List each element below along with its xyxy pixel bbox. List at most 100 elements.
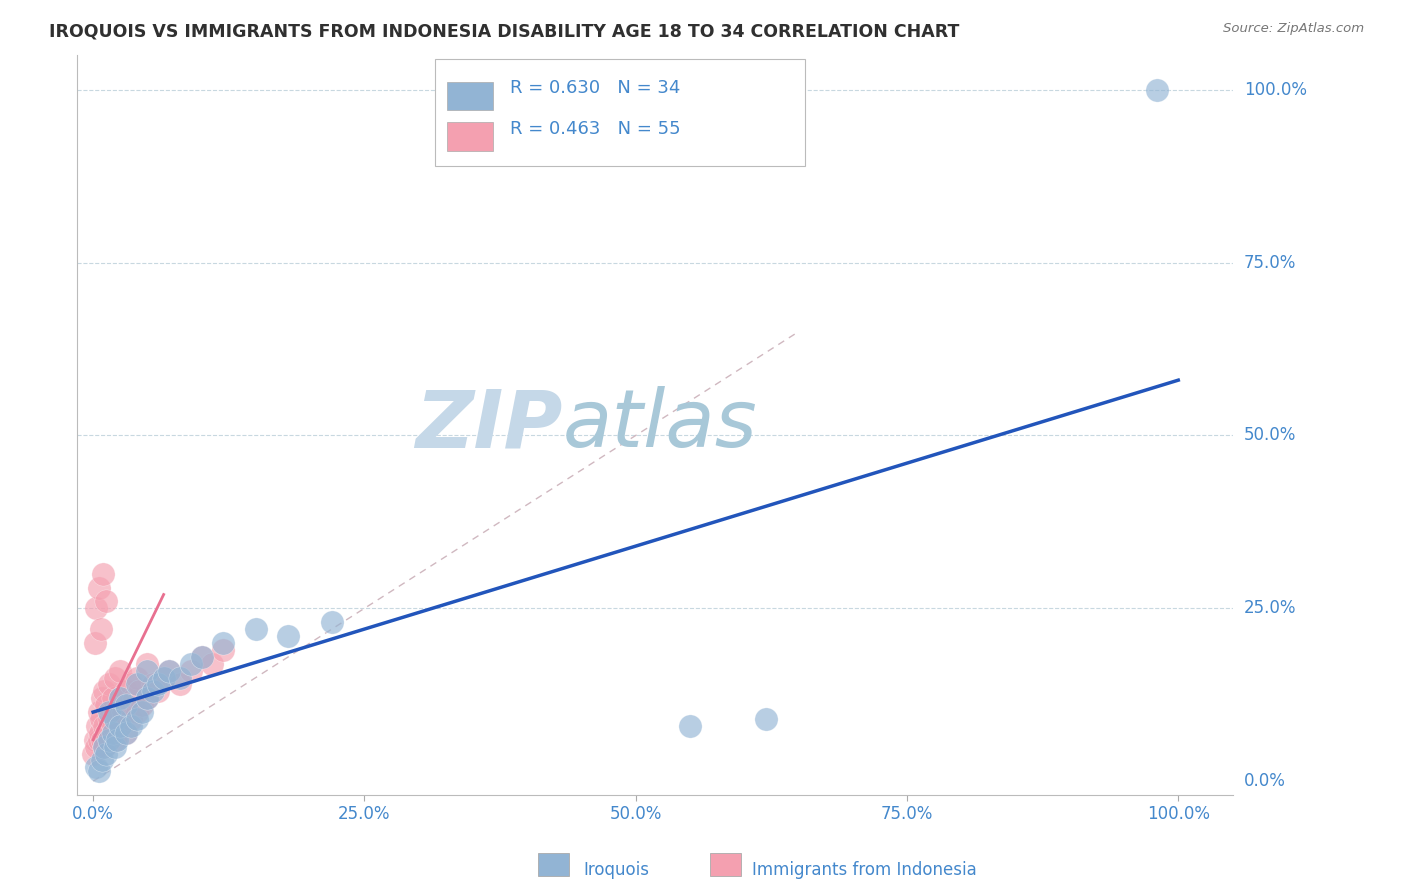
Point xyxy=(321,615,343,630)
Point xyxy=(93,719,115,733)
Point xyxy=(90,691,112,706)
Point xyxy=(87,764,110,778)
Point xyxy=(105,712,128,726)
Text: 100.0%: 100.0% xyxy=(1244,80,1306,99)
Point xyxy=(94,594,117,608)
Point xyxy=(114,684,136,698)
Point xyxy=(82,747,104,761)
Point xyxy=(120,712,142,726)
Point xyxy=(201,657,224,671)
Point xyxy=(114,698,136,713)
Point xyxy=(104,712,127,726)
Point xyxy=(142,677,165,691)
Point xyxy=(94,698,117,713)
Point xyxy=(157,664,180,678)
Point xyxy=(128,684,150,698)
Text: ZIP: ZIP xyxy=(415,386,562,464)
Point xyxy=(180,664,202,678)
Point xyxy=(93,684,115,698)
Point xyxy=(86,601,108,615)
Point xyxy=(90,754,112,768)
Point xyxy=(277,629,299,643)
Text: Source: ZipAtlas.com: Source: ZipAtlas.com xyxy=(1223,22,1364,36)
Point xyxy=(90,712,112,726)
Point xyxy=(87,732,110,747)
Text: atlas: atlas xyxy=(562,386,756,464)
Point xyxy=(148,677,170,691)
Text: R = 0.630   N = 34: R = 0.630 N = 34 xyxy=(510,79,681,97)
Point xyxy=(169,671,191,685)
Text: IROQUOIS VS IMMIGRANTS FROM INDONESIA DISABILITY AGE 18 TO 34 CORRELATION CHART: IROQUOIS VS IMMIGRANTS FROM INDONESIA DI… xyxy=(49,22,959,40)
Point xyxy=(120,719,142,733)
FancyBboxPatch shape xyxy=(447,82,494,110)
Text: R = 0.463   N = 55: R = 0.463 N = 55 xyxy=(510,120,681,138)
Point xyxy=(98,712,121,726)
FancyBboxPatch shape xyxy=(710,853,741,876)
Point xyxy=(93,739,115,754)
Point xyxy=(180,657,202,671)
Point xyxy=(101,726,124,740)
Point xyxy=(245,622,267,636)
Point xyxy=(110,691,132,706)
Point xyxy=(98,732,121,747)
Point xyxy=(190,649,212,664)
Point xyxy=(125,712,148,726)
Text: 25.0%: 25.0% xyxy=(1244,599,1296,617)
Point xyxy=(90,732,112,747)
Point xyxy=(212,643,235,657)
Point xyxy=(94,747,117,761)
Point xyxy=(93,739,115,754)
Point xyxy=(190,649,212,664)
Point xyxy=(136,691,159,706)
Point xyxy=(152,671,174,685)
Text: 50.0%: 50.0% xyxy=(1244,426,1296,444)
FancyBboxPatch shape xyxy=(447,122,494,151)
Point xyxy=(101,719,124,733)
Point xyxy=(98,732,121,747)
Point xyxy=(104,705,127,719)
Point xyxy=(136,664,159,678)
Point xyxy=(86,719,108,733)
FancyBboxPatch shape xyxy=(538,853,569,876)
Point xyxy=(110,719,132,733)
Point xyxy=(110,691,132,706)
Point xyxy=(89,726,111,740)
Point xyxy=(169,677,191,691)
Point xyxy=(152,671,174,685)
Point xyxy=(117,698,139,713)
Point xyxy=(91,566,114,581)
Point xyxy=(120,677,142,691)
Point xyxy=(679,719,702,733)
Point xyxy=(101,691,124,706)
Point xyxy=(112,705,135,719)
Point xyxy=(90,622,112,636)
Point xyxy=(84,636,107,650)
FancyBboxPatch shape xyxy=(434,59,804,166)
Point xyxy=(114,726,136,740)
Point xyxy=(125,677,148,691)
Point xyxy=(86,739,108,754)
Text: 75.0%: 75.0% xyxy=(1244,253,1296,271)
Point xyxy=(105,732,128,747)
Text: Immigrants from Indonesia: Immigrants from Indonesia xyxy=(752,861,977,879)
Text: 0.0%: 0.0% xyxy=(1244,772,1285,790)
Point xyxy=(148,684,170,698)
Point xyxy=(157,664,180,678)
Point xyxy=(136,657,159,671)
Point xyxy=(110,719,132,733)
Point xyxy=(125,705,148,719)
Point xyxy=(104,739,127,754)
Point xyxy=(136,691,159,706)
Point xyxy=(104,732,127,747)
Point xyxy=(86,760,108,774)
Point xyxy=(131,698,153,713)
Point xyxy=(212,636,235,650)
Point xyxy=(131,705,153,719)
Point xyxy=(1146,83,1168,97)
Point xyxy=(84,732,107,747)
Point xyxy=(94,726,117,740)
Point xyxy=(87,705,110,719)
Point xyxy=(104,671,127,685)
Point xyxy=(755,712,778,726)
Point xyxy=(114,726,136,740)
